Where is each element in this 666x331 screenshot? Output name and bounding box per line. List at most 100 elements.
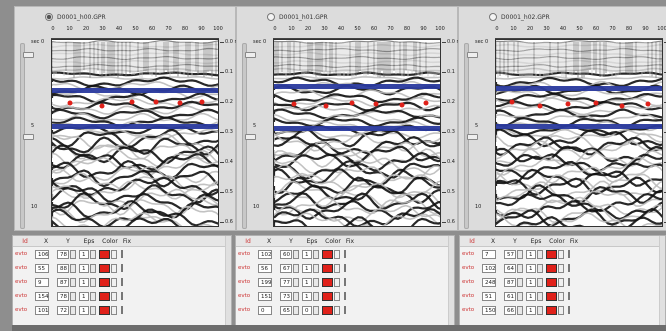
color-dropdown[interactable] [111,277,117,287]
color-dropdown[interactable] [558,263,564,273]
y-spinner[interactable] [517,249,523,259]
color-dropdown[interactable] [334,263,340,273]
column-header-x[interactable]: X [43,237,49,245]
fix-checkbox[interactable] [344,264,346,272]
picked-point-marker[interactable] [645,101,651,107]
vertical-scrollbar[interactable] [448,236,454,326]
column-header-color[interactable]: Color [102,237,118,245]
x-field[interactable]: 106 [35,249,49,259]
eps-field[interactable]: 1 [526,305,536,315]
column-header-eps[interactable]: Eps [530,237,542,245]
y-spinner[interactable] [70,291,76,301]
color-swatch[interactable] [99,277,110,287]
picked-point-marker[interactable] [565,101,571,107]
y-field[interactable]: 87 [57,277,69,287]
column-header-id[interactable]: Id [469,237,475,245]
y-field[interactable]: 72 [57,305,69,315]
eps-field[interactable]: 1 [526,263,536,273]
y-field[interactable]: 78 [57,291,69,301]
picked-point-marker[interactable] [177,100,183,106]
eps-field[interactable]: 0 [302,305,312,315]
layer-boundary-line[interactable] [52,124,218,129]
color-swatch[interactable] [546,305,557,315]
fix-checkbox[interactable] [344,278,346,286]
color-swatch[interactable] [99,305,110,315]
file-selector[interactable]: D0001_h00.GPR [45,11,106,23]
eps-spinner[interactable] [90,277,96,287]
eps-spinner[interactable] [313,291,319,301]
slider-handle-top[interactable] [467,52,478,58]
layer-boundary-line[interactable] [496,86,662,91]
x-field[interactable]: 56 [258,263,272,273]
color-swatch[interactable] [322,277,333,287]
color-dropdown[interactable] [334,249,340,259]
y-field[interactable]: 78 [57,249,69,259]
eps-field[interactable]: 1 [526,249,536,259]
picked-point-marker[interactable] [349,100,355,106]
picked-point-marker[interactable] [537,103,543,109]
eps-field[interactable]: 1 [302,249,312,259]
y-field[interactable]: 61 [504,291,516,301]
fix-checkbox[interactable] [121,250,123,258]
fix-checkbox[interactable] [121,264,123,272]
radargram-image[interactable] [495,39,663,227]
color-dropdown[interactable] [334,291,340,301]
eps-spinner[interactable] [90,305,96,315]
y-spinner[interactable] [70,305,76,315]
column-header-fix[interactable]: Fix [569,237,579,245]
color-swatch[interactable] [322,291,333,301]
y-spinner[interactable] [293,277,299,287]
column-header-eps[interactable]: Eps [306,237,318,245]
x-field[interactable]: 102 [258,249,272,259]
y-spinner[interactable] [293,263,299,273]
eps-field[interactable]: 1 [526,291,536,301]
slider-handle-bottom[interactable] [245,134,256,140]
x-field[interactable]: 51 [482,291,496,301]
y-field[interactable]: 64 [504,263,516,273]
file-radio[interactable] [489,13,497,21]
y-field[interactable]: 57 [504,249,516,259]
eps-field[interactable]: 1 [79,305,89,315]
column-header-fix[interactable]: Fix [122,237,132,245]
x-field[interactable]: 150 [482,305,496,315]
eps-spinner[interactable] [537,305,543,315]
eps-spinner[interactable] [90,249,96,259]
fix-checkbox[interactable] [568,306,570,314]
slider-handle-bottom[interactable] [23,134,34,140]
y-spinner[interactable] [517,277,523,287]
y-field[interactable]: 65 [280,305,292,315]
picked-point-marker[interactable] [323,103,329,109]
eps-field[interactable]: 1 [79,277,89,287]
picked-point-marker[interactable] [423,100,429,106]
fix-checkbox[interactable] [344,250,346,258]
color-dropdown[interactable] [558,249,564,259]
eps-spinner[interactable] [313,249,319,259]
x-field[interactable]: 154 [35,291,49,301]
eps-spinner[interactable] [90,291,96,301]
eps-field[interactable]: 1 [79,291,89,301]
color-dropdown[interactable] [111,263,117,273]
y-field[interactable]: 88 [57,263,69,273]
column-header-y[interactable]: Y [66,237,70,245]
y-spinner[interactable] [517,305,523,315]
eps-spinner[interactable] [537,249,543,259]
picked-point-marker[interactable] [619,103,625,109]
eps-spinner[interactable] [313,263,319,273]
color-swatch[interactable] [322,305,333,315]
x-field[interactable]: 55 [35,263,49,273]
color-dropdown[interactable] [334,305,340,315]
y-spinner[interactable] [517,263,523,273]
eps-field[interactable]: 1 [79,249,89,259]
color-swatch[interactable] [546,277,557,287]
file-selector[interactable]: D0001_h01.GPR [267,11,328,23]
column-header-color[interactable]: Color [549,237,565,245]
layer-boundary-line[interactable] [52,88,218,93]
fix-checkbox[interactable] [121,278,123,286]
fix-checkbox[interactable] [121,292,123,300]
eps-spinner[interactable] [313,277,319,287]
layer-boundary-line[interactable] [274,84,440,89]
column-header-id[interactable]: Id [245,237,251,245]
picked-point-marker[interactable] [593,100,599,106]
x-field[interactable]: 151 [258,291,272,301]
y-spinner[interactable] [293,305,299,315]
